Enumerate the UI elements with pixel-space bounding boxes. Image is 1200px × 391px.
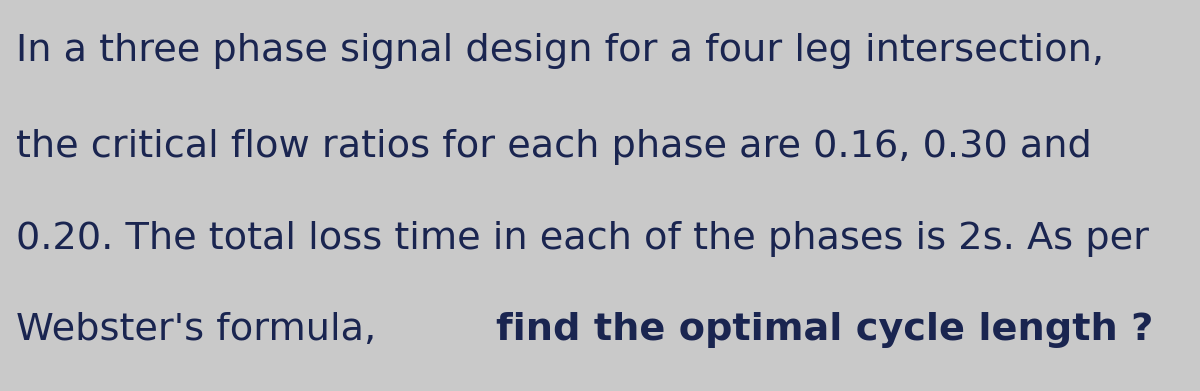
Text: find the optimal cycle length ?: find the optimal cycle length ? xyxy=(496,312,1153,348)
Text: 0.20. The total loss time in each of the phases is 2s. As per: 0.20. The total loss time in each of the… xyxy=(16,221,1148,256)
Text: Webster's formula,: Webster's formula, xyxy=(16,312,388,348)
Text: In a three phase signal design for a four leg intersection,: In a three phase signal design for a fou… xyxy=(16,33,1104,69)
Text: the critical flow ratios for each phase are 0.16, 0.30 and: the critical flow ratios for each phase … xyxy=(16,129,1092,165)
